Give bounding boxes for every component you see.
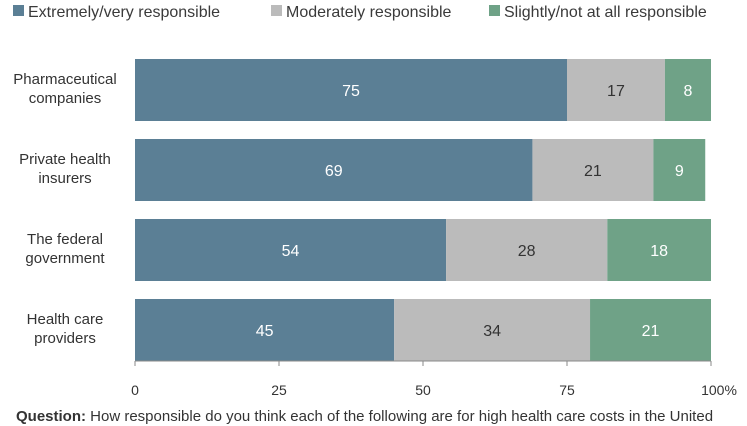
bar-value-label-health-care-providers-slightly-not-at-all-responsible: 21: [642, 323, 660, 340]
legend-swatch-moderately-responsible: [271, 5, 282, 16]
category-label-the-federal-government: The federal government: [25, 231, 105, 267]
bar-health-care-providers-slightly-not-at-all-responsible: [590, 299, 711, 361]
bar-pharmaceutical-companies-slightly-not-at-all-responsible: [664, 59, 711, 121]
legend-swatch-slightly-not-at-all-responsible: [489, 5, 500, 16]
bars: 75 17 8 69 21 9 54 28 18 45 34 21: [135, 59, 711, 361]
bar-the-federal-government-slightly-not-at-all-responsible: [607, 219, 711, 281]
bar-health-care-providers-extremely-very-responsible: [135, 299, 395, 361]
bar-value-label-the-federal-government-moderately-responsible: 28: [518, 243, 536, 260]
category-label-private-health-insurers: Private health insurers: [19, 151, 111, 187]
x-tick-label: 75: [559, 382, 575, 398]
bar-private-health-insurers-slightly-not-at-all-responsible: [653, 139, 706, 201]
bar-value-label-the-federal-government-extremely-very-responsible: 54: [282, 243, 300, 260]
x-tick-label: 50: [415, 382, 431, 398]
question-label: Question:: [16, 408, 86, 425]
bar-private-health-insurers-extremely-very-responsible: [135, 139, 533, 201]
bar-value-label-health-care-providers-moderately-responsible: 34: [483, 323, 501, 340]
x-tick-label: 0: [131, 382, 139, 398]
bar-health-care-providers-moderately-responsible: [394, 299, 591, 361]
bar-pharmaceutical-companies-moderately-responsible: [567, 59, 665, 121]
category-label-pharmaceutical-companies: Pharmaceutical companies: [13, 71, 116, 107]
legend-label-extremely-very-responsible: Extremely/very responsible: [28, 4, 220, 21]
x-axis: 0 25 50 75 100%: [131, 360, 737, 398]
category-labels: Pharmaceutical companies Private health ins…: [13, 71, 116, 347]
bar-value-label-the-federal-government-slightly-not-at-all-responsible: 18: [650, 243, 668, 260]
bar-value-label-pharmaceutical-companies-extremely-very-responsible: 75: [342, 83, 360, 100]
bar-private-health-insurers-moderately-responsible: [532, 139, 654, 201]
legend-label-moderately-responsible: Moderately responsible: [286, 4, 452, 21]
legend: Extremely/very responsible Moderately res…: [13, 4, 707, 21]
x-tick-label: 100%: [701, 382, 737, 398]
bar-the-federal-government-moderately-responsible: [446, 219, 608, 281]
bar-value-label-pharmaceutical-companies-slightly-not-at-all-responsible: 8: [684, 83, 693, 100]
question-text: How responsible do you think each of the…: [90, 408, 714, 425]
bar-pharmaceutical-companies-extremely-very-responsible: [135, 59, 567, 121]
bar-value-label-pharmaceutical-companies-moderately-responsible: 17: [607, 83, 625, 100]
x-tick-label: 25: [271, 382, 287, 398]
legend-label-slightly-not-at-all-responsible: Slightly/not at all responsible: [504, 4, 707, 21]
category-label-health-care-providers: Health care providers: [27, 311, 104, 347]
bar-value-label-private-health-insurers-extremely-very-responsible: 69: [325, 163, 343, 180]
bar-value-label-private-health-insurers-moderately-responsible: 21: [584, 163, 602, 180]
bar-value-label-health-care-providers-extremely-very-responsible: 45: [256, 323, 274, 340]
legend-swatch-extremely-very-responsible: [13, 5, 24, 16]
bar-the-federal-government-extremely-very-responsible: [135, 219, 447, 281]
question-footnote: Question: How responsible do you think e…: [16, 408, 747, 425]
bar-value-label-private-health-insurers-slightly-not-at-all-responsible: 9: [675, 163, 684, 180]
